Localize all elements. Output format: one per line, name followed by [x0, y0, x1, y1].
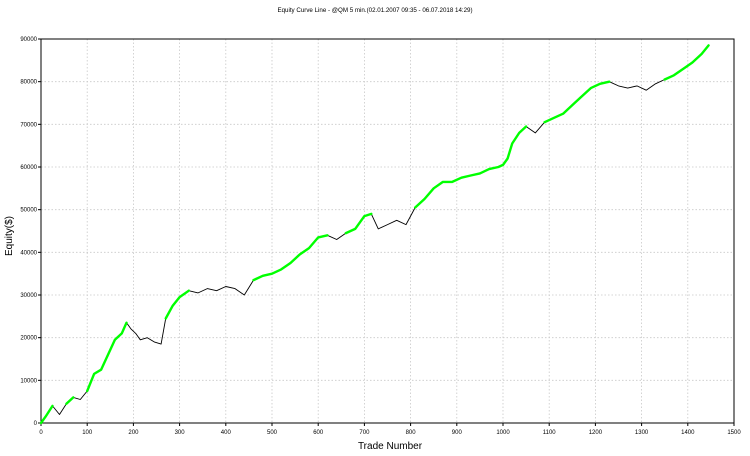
y-tick-label: 40000 — [20, 250, 37, 256]
y-tick-label: 60000 — [20, 165, 37, 171]
x-tick-label: 1300 — [635, 430, 649, 436]
gridlines — [41, 39, 734, 423]
y-tick-label: 70000 — [20, 122, 37, 128]
y-tick-label: 10000 — [20, 378, 37, 384]
x-tick-label: 1000 — [496, 430, 510, 436]
y-tick-label: 20000 — [20, 336, 37, 342]
x-tick-label: 600 — [313, 430, 324, 436]
new-equity-high-segment — [663, 44, 710, 81]
x-tick-label: 200 — [128, 430, 139, 436]
x-tick-label: 100 — [82, 430, 93, 436]
x-tick-label: 1500 — [727, 430, 741, 436]
new-equity-high-segment — [543, 80, 611, 124]
new-equity-high-segment — [85, 321, 128, 393]
chart-title: Equity Curve Line - @QM 5 min.(02.01.200… — [277, 7, 472, 14]
x-tick-label: 300 — [175, 430, 186, 436]
x-tick-label: 700 — [359, 430, 370, 436]
x-tick-label: 900 — [452, 430, 463, 436]
x-tick-label: 1400 — [681, 430, 695, 436]
new-equity-high-segment — [65, 396, 75, 405]
x-tick-label: 400 — [221, 430, 232, 436]
new-equity-high-segment — [39, 404, 54, 425]
x-tick-label: 1200 — [589, 430, 603, 436]
plot-area — [40, 38, 735, 424]
y-tick-label: 90000 — [20, 37, 37, 43]
y-tick-label: 80000 — [20, 80, 37, 86]
new-equity-high-segment — [164, 289, 191, 320]
x-tick-label: 800 — [406, 430, 417, 436]
x-tick-label: 500 — [267, 430, 278, 436]
y-tick-label: 0 — [34, 421, 38, 427]
equity-curve-line — [40, 45, 709, 424]
y-tick-label: 50000 — [20, 208, 37, 214]
new-equity-high-segment — [414, 125, 528, 209]
axis-ticks: 0 100 200 300 400 500 600 700 800 900 1000 1100 1200… — [20, 37, 741, 436]
new-equity-high-segment — [344, 212, 373, 235]
equity-series — [39, 44, 710, 425]
x-tick-label: 1100 — [543, 430, 557, 436]
y-tick-label: 30000 — [20, 293, 37, 299]
x-tick-label: 0 — [39, 430, 43, 436]
new-equity-high-segment — [252, 234, 329, 282]
x-axis-label: Trade Number — [358, 441, 423, 452]
y-axis-label: Equity($) — [4, 216, 15, 256]
